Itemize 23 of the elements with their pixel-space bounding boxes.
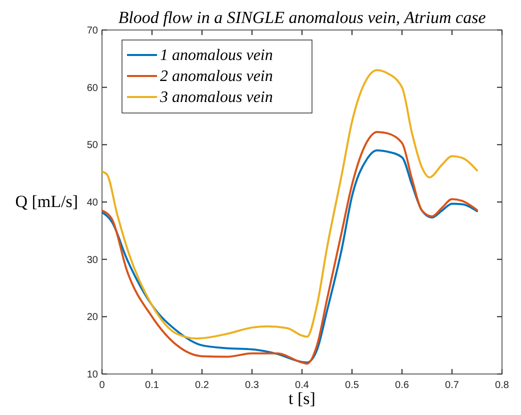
line-series [102, 69, 478, 340]
y-axis-title: Q [mL/s] [15, 192, 78, 211]
y-tick-label: 20 [86, 312, 98, 324]
y-tick-label: 40 [86, 198, 98, 208]
x-axis-title: t [s] [288, 389, 316, 408]
y-tick-label: 30 [86, 254, 98, 266]
y-tick-label: 60 [86, 82, 98, 94]
x-tick-label: 0.3 [245, 380, 260, 391]
x-tick-label: 0.4 [295, 380, 310, 391]
y-tick-label: 10 [86, 370, 98, 380]
legend-label: 2 anomalous vein [160, 68, 273, 85]
x-tick-label: 0.1 [145, 380, 160, 391]
x-tick-label: 0.8 [495, 380, 510, 391]
x-tick-label: 0 [99, 380, 106, 391]
x-tick-label: 0.2 [195, 380, 210, 391]
x-tick-label: 0.5 [345, 380, 360, 391]
legend-label: 1 anomalous vein [160, 47, 273, 64]
x-tick-label: 0.6 [395, 380, 410, 391]
x-tick-label: 0.7 [445, 380, 460, 391]
legend-label: 3 anomalous vein [159, 89, 273, 106]
y-tick-label: 70 [86, 26, 98, 36]
y-tick-label: 50 [86, 140, 98, 152]
chart-title: Blood flow in a SINGLE anomalous vein, Atrium case [118, 8, 486, 27]
